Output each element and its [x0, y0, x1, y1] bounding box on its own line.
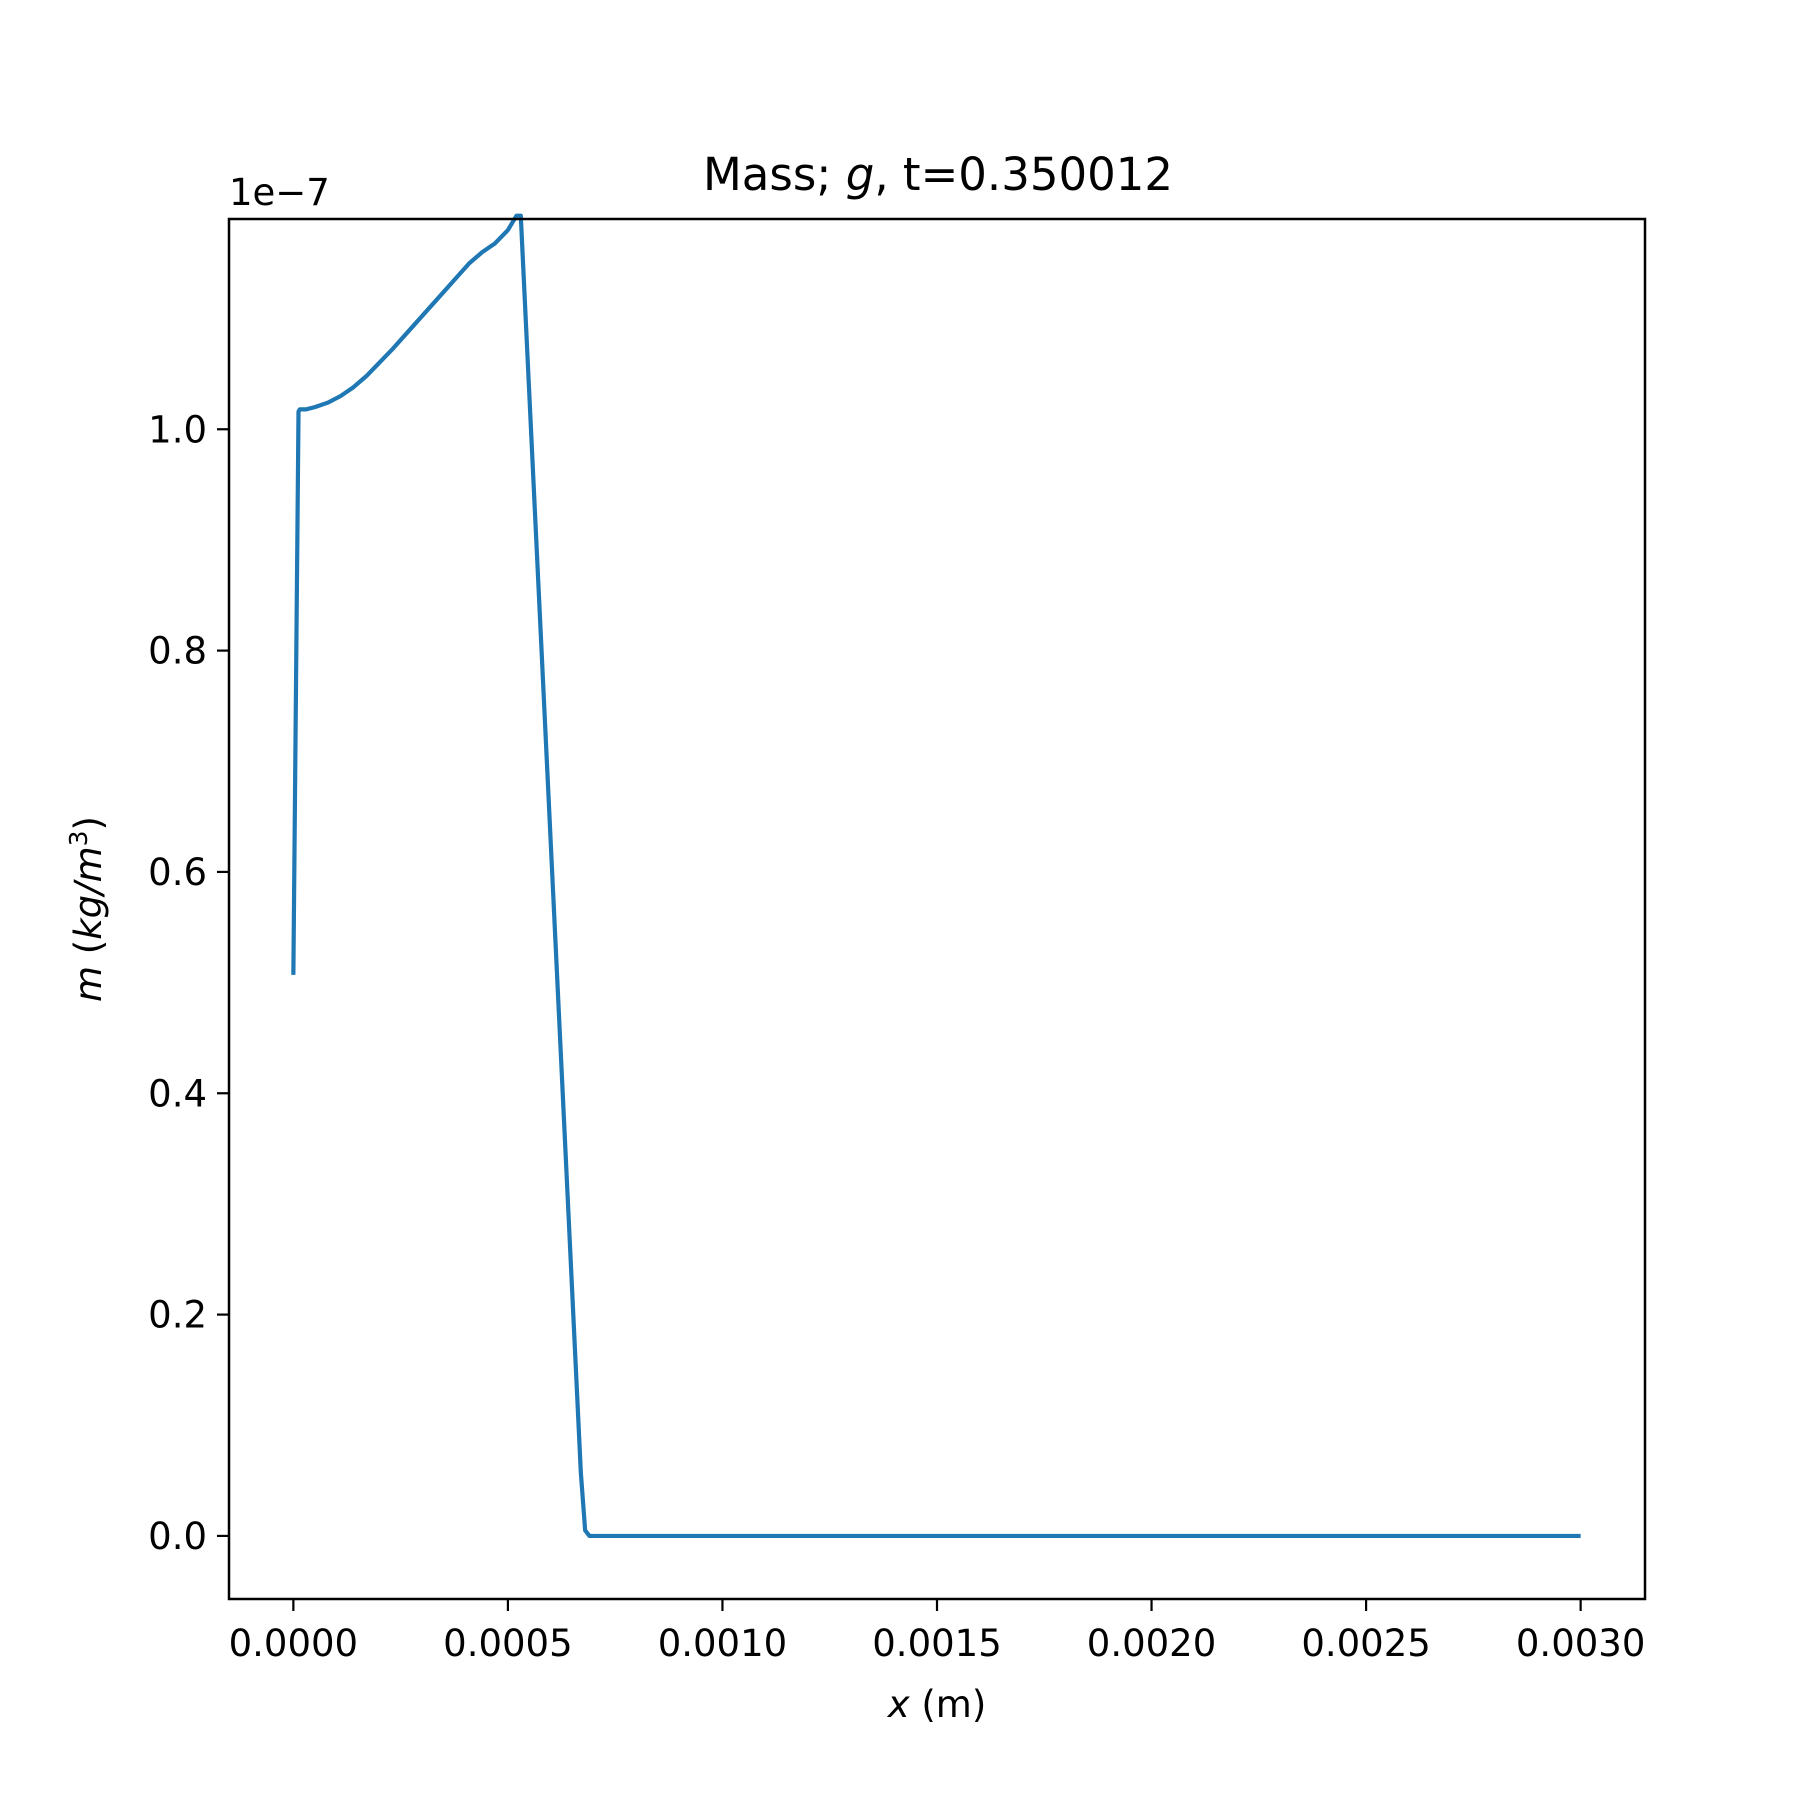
y-axis-ticks: 0.0 0.2 0.4 0.6 0.8 1.0 — [148, 408, 229, 1558]
x-tick-label: 0.0030 — [1516, 1622, 1645, 1665]
y-axis-label-variable: m — [67, 966, 110, 1002]
chart-title-suffix: , t=0.350012 — [874, 148, 1173, 201]
y-axis-label-unit: kg/m — [67, 846, 110, 939]
y-axis-label-unit-exponent: 3 — [64, 830, 93, 846]
series-layer — [291, 213, 1581, 1539]
x-axis-label: x (m) — [887, 1683, 987, 1726]
x-tick-label: 0.0005 — [443, 1622, 572, 1665]
plot-area: 0.0000 0.0005 0.0010 0.0015 0.0020 0.0025 0.00… — [148, 213, 1647, 1665]
y-axis-label: m (kg/m3) — [64, 816, 110, 1002]
x-axis-ticks: 0.0000 0.0005 0.0010 0.0015 0.0020 0.0025 0.00… — [229, 1599, 1645, 1665]
y-axis-offset-text: 1e−7 — [229, 171, 330, 214]
x-axis-label-variable: x — [887, 1683, 911, 1726]
x-tick-label: 0.0020 — [1087, 1622, 1216, 1665]
x-tick-label: 0.0015 — [872, 1622, 1001, 1665]
y-axis-label-unit-close: ) — [67, 816, 110, 830]
y-tick-label: 0.6 — [148, 851, 207, 894]
chart-title-variable: g — [846, 148, 875, 201]
y-tick-label: 0.4 — [148, 1072, 207, 1115]
y-axis-label-unit-open: ( — [67, 940, 110, 966]
x-tick-label: 0.0000 — [229, 1622, 358, 1665]
axes-frame — [227, 217, 1647, 1601]
x-tick-label: 0.0025 — [1301, 1622, 1430, 1665]
chart-title-prefix: Mass; — [703, 148, 846, 201]
y-tick-label: 1.0 — [148, 408, 207, 451]
series-line-0 — [291, 213, 1581, 1539]
chart-title: Mass; g, t=0.350012 — [703, 148, 1173, 201]
y-tick-label: 0.0 — [148, 1515, 207, 1558]
x-tick-label: 0.0010 — [658, 1622, 787, 1665]
x-axis-label-unit: (m) — [910, 1683, 987, 1726]
y-tick-label: 0.8 — [148, 630, 207, 673]
y-tick-label: 0.2 — [148, 1294, 207, 1337]
